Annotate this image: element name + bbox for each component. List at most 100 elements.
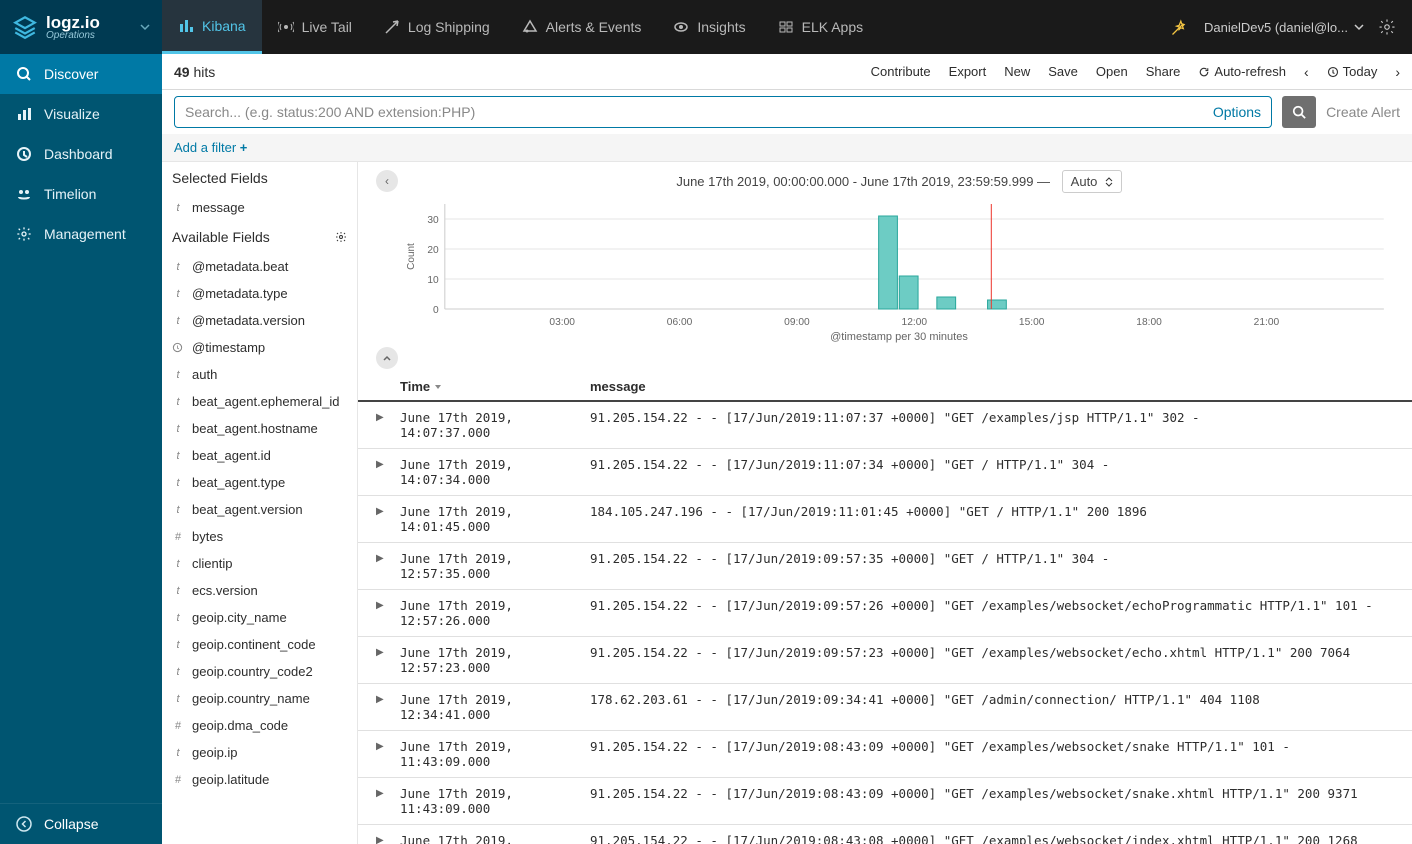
field--metadata-version[interactable]: t@metadata.version: [162, 307, 357, 334]
table-row[interactable]: ▶June 17th 2019, 14:07:34.00091.205.154.…: [358, 449, 1412, 496]
topnav-elk-apps[interactable]: ELK Apps: [762, 0, 880, 54]
subheader-share[interactable]: Share: [1146, 64, 1181, 79]
sidebar-item-dashboard[interactable]: Dashboard: [0, 134, 162, 174]
row-expand[interactable]: ▶: [376, 739, 400, 752]
chart-title: June 17th 2019, 00:00:00.000 - June 17th…: [404, 170, 1394, 193]
sidebar-item-discover[interactable]: Discover: [0, 54, 162, 94]
topnav-alerts-&-events[interactable]: Alerts & Events: [506, 0, 658, 54]
column-time[interactable]: Time: [400, 379, 590, 394]
field-type-icon: t: [172, 369, 184, 381]
svg-text:12:00: 12:00: [902, 317, 928, 328]
sidebar-icon: [16, 226, 32, 242]
field--metadata-type[interactable]: t@metadata.type: [162, 280, 357, 307]
field-geoip-dma_code[interactable]: #geoip.dma_code: [162, 712, 357, 739]
field-geoip-continent_code[interactable]: tgeoip.continent_code: [162, 631, 357, 658]
table-row[interactable]: ▶June 17th 2019, 12:57:26.00091.205.154.…: [358, 590, 1412, 637]
field-beat_agent-type[interactable]: tbeat_agent.type: [162, 469, 357, 496]
logo-area[interactable]: logz.io Operations: [0, 0, 162, 54]
wand-icon[interactable]: [1170, 17, 1190, 37]
svg-text:15:00: 15:00: [1019, 317, 1045, 328]
row-expand[interactable]: ▶: [376, 786, 400, 799]
create-alert-link[interactable]: Create Alert: [1326, 104, 1400, 120]
table-body[interactable]: ▶June 17th 2019, 14:07:37.00091.205.154.…: [358, 402, 1412, 844]
field--timestamp[interactable]: @timestamp: [162, 334, 357, 361]
gear-icon[interactable]: [335, 231, 347, 243]
subheader-save[interactable]: Save: [1048, 64, 1078, 79]
field-clientip[interactable]: tclientip: [162, 550, 357, 577]
row-expand[interactable]: ▶: [376, 551, 400, 564]
chart-collapse-left[interactable]: ‹: [376, 170, 398, 192]
table-row[interactable]: ▶June 17th 2019, 11:43:08.00091.205.154.…: [358, 825, 1412, 844]
nav-label: Kibana: [202, 18, 246, 34]
row-expand[interactable]: ▶: [376, 692, 400, 705]
field-type-icon: t: [172, 585, 184, 597]
field-geoip-country_code2[interactable]: tgeoip.country_code2: [162, 658, 357, 685]
row-expand[interactable]: ▶: [376, 833, 400, 844]
field-auth[interactable]: tauth: [162, 361, 357, 388]
topnav-kibana[interactable]: Kibana: [162, 0, 262, 54]
chevron-up-icon: [382, 353, 392, 363]
field-type-icon: t: [172, 639, 184, 651]
field-message[interactable]: tmessage: [162, 194, 357, 221]
table-row[interactable]: ▶June 17th 2019, 14:07:37.00091.205.154.…: [358, 402, 1412, 449]
user-menu[interactable]: DanielDev5 (daniel@lo...: [1204, 20, 1364, 35]
table-row[interactable]: ▶June 17th 2019, 12:57:23.00091.205.154.…: [358, 637, 1412, 684]
row-expand[interactable]: ▶: [376, 504, 400, 517]
search-input[interactable]: [175, 104, 1203, 120]
row-time: June 17th 2019, 14:07:34.000: [400, 457, 590, 487]
field-bytes[interactable]: #bytes: [162, 523, 357, 550]
table-row[interactable]: ▶June 17th 2019, 14:01:45.000184.105.247…: [358, 496, 1412, 543]
search-options[interactable]: Options: [1203, 104, 1271, 120]
gear-icon[interactable]: [1378, 18, 1396, 36]
subheader-new[interactable]: New: [1004, 64, 1030, 79]
time-prev[interactable]: ‹: [1304, 64, 1309, 80]
table-row[interactable]: ▶June 17th 2019, 11:43:09.00091.205.154.…: [358, 778, 1412, 825]
chevron-down-icon[interactable]: [140, 22, 150, 32]
sidebar-item-timelion[interactable]: Timelion: [0, 174, 162, 214]
field-beat_agent-ephemeral_id[interactable]: tbeat_agent.ephemeral_id: [162, 388, 357, 415]
topnav-log-shipping[interactable]: Log Shipping: [368, 0, 506, 54]
field-beat_agent-version[interactable]: tbeat_agent.version: [162, 496, 357, 523]
sidebar-item-visualize[interactable]: Visualize: [0, 94, 162, 134]
field-geoip-country_name[interactable]: tgeoip.country_name: [162, 685, 357, 712]
table-row[interactable]: ▶June 17th 2019, 11:43:09.00091.205.154.…: [358, 731, 1412, 778]
table-row[interactable]: ▶June 17th 2019, 12:34:41.000178.62.203.…: [358, 684, 1412, 731]
field-geoip-city_name[interactable]: tgeoip.city_name: [162, 604, 357, 631]
field-type-icon: t: [172, 558, 184, 570]
row-message: 91.205.154.22 - - [17/Jun/2019:08:43:09 …: [590, 739, 1412, 754]
topnav-live-tail[interactable]: Live Tail: [262, 0, 368, 54]
field-geoip-latitude[interactable]: #geoip.latitude: [162, 766, 357, 793]
subheader-open[interactable]: Open: [1096, 64, 1128, 79]
row-expand[interactable]: ▶: [376, 457, 400, 470]
chart[interactable]: 0102030Count03:0006:0009:0012:0015:0018:…: [404, 199, 1394, 343]
chevron-down-icon: [1354, 22, 1364, 32]
time-picker[interactable]: Today: [1327, 64, 1378, 79]
topnav-insights[interactable]: Insights: [657, 0, 761, 54]
row-expand[interactable]: ▶: [376, 410, 400, 423]
field-beat_agent-hostname[interactable]: tbeat_agent.hostname: [162, 415, 357, 442]
search-button[interactable]: [1282, 96, 1316, 128]
subheader-export[interactable]: Export: [949, 64, 987, 79]
field-type-icon: #: [172, 720, 184, 732]
interval-select[interactable]: Auto: [1062, 170, 1122, 193]
autorefresh-toggle[interactable]: Auto-refresh: [1198, 64, 1286, 79]
field-ecs-version[interactable]: tecs.version: [162, 577, 357, 604]
row-message: 91.205.154.22 - - [17/Jun/2019:09:57:23 …: [590, 645, 1412, 660]
field--metadata-beat[interactable]: t@metadata.beat: [162, 253, 357, 280]
row-expand[interactable]: ▶: [376, 598, 400, 611]
subheader-contribute[interactable]: Contribute: [871, 64, 931, 79]
row-expand[interactable]: ▶: [376, 645, 400, 658]
sidebar-collapse[interactable]: Collapse: [0, 803, 162, 844]
sidebar-label: Management: [44, 226, 126, 242]
table-row[interactable]: ▶June 17th 2019, 12:57:35.00091.205.154.…: [358, 543, 1412, 590]
field-beat_agent-id[interactable]: tbeat_agent.id: [162, 442, 357, 469]
row-message: 178.62.203.61 - - [17/Jun/2019:09:34:41 …: [590, 692, 1412, 707]
nav-icon: [278, 19, 294, 35]
field-geoip-ip[interactable]: tgeoip.ip: [162, 739, 357, 766]
add-filter-link[interactable]: Add a filter +: [174, 140, 247, 155]
column-message[interactable]: message: [590, 379, 1412, 394]
time-next[interactable]: ›: [1395, 64, 1400, 80]
sidebar-item-management[interactable]: Management: [0, 214, 162, 254]
chart-collapse-down[interactable]: [376, 347, 398, 369]
searchbox: Options: [174, 96, 1272, 128]
